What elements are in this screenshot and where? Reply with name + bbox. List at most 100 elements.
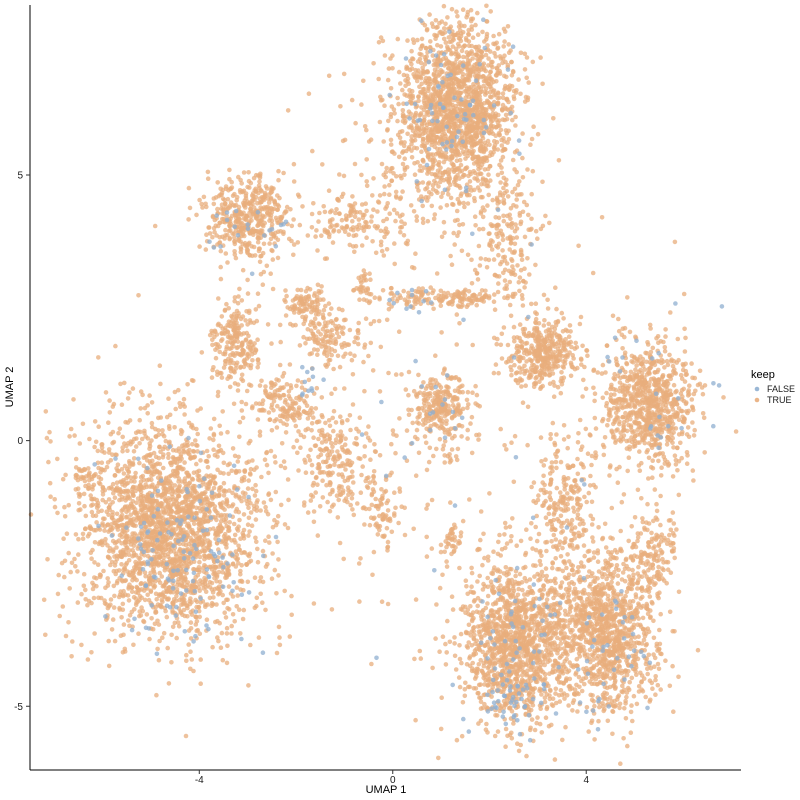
data-point [172, 425, 177, 430]
data-point [400, 87, 405, 93]
data-point [236, 607, 242, 612]
data-point [454, 9, 459, 14]
data-point [482, 157, 488, 162]
data-point [206, 553, 212, 558]
data-point [483, 92, 488, 97]
data-point [502, 73, 507, 79]
data-point [259, 189, 265, 194]
data-point [266, 470, 271, 476]
data-point [189, 600, 194, 605]
data-point [45, 557, 50, 562]
data-point [180, 564, 185, 569]
data-point [476, 243, 482, 249]
data-point [131, 536, 137, 541]
data-point [305, 233, 311, 238]
data-point [253, 539, 259, 545]
data-point [396, 154, 402, 160]
data-point [238, 568, 243, 574]
data-point [238, 221, 244, 227]
data-point [444, 203, 450, 208]
data-point [474, 176, 480, 181]
data-point [215, 454, 220, 459]
data-point [397, 214, 403, 219]
data-point [431, 288, 436, 293]
data-point [55, 591, 61, 597]
data-point [255, 559, 261, 565]
data-point [533, 228, 539, 234]
data-point [202, 512, 207, 517]
data-point [461, 200, 467, 206]
data-point [93, 471, 98, 477]
data-point [524, 55, 530, 60]
data-point [188, 649, 193, 654]
data-point [253, 488, 259, 494]
data-point [547, 220, 552, 226]
data-point [161, 465, 166, 471]
data-point [140, 392, 145, 398]
data-point [421, 71, 426, 77]
data-point [413, 251, 418, 256]
data-point [253, 186, 258, 192]
data-point [426, 180, 432, 186]
data-point [155, 475, 161, 481]
data-point [102, 528, 107, 533]
data-point [162, 493, 168, 498]
data-point [458, 91, 463, 96]
data-point [166, 424, 172, 429]
data-point [134, 500, 139, 506]
data-point [377, 193, 383, 198]
data-point [89, 600, 94, 606]
data-point [52, 504, 58, 510]
data-point [420, 157, 426, 163]
data-point [453, 142, 459, 148]
data-point [497, 132, 502, 137]
data-point [94, 520, 99, 525]
data-point [205, 176, 211, 181]
data-point [127, 517, 133, 522]
data-point [197, 197, 202, 203]
data-point [492, 41, 498, 47]
data-point [399, 129, 405, 134]
data-point [373, 250, 379, 256]
data-point [142, 516, 147, 522]
data-point [236, 543, 241, 549]
data-point [510, 157, 516, 163]
data-point [517, 275, 523, 280]
data-point [371, 61, 376, 66]
data-point [149, 616, 154, 621]
data-point [158, 546, 163, 552]
data-point [543, 213, 548, 219]
data-point [230, 561, 236, 566]
data-point [223, 227, 228, 233]
data-point [514, 197, 519, 202]
data-point [85, 602, 90, 608]
data-point [182, 460, 187, 465]
data-point [352, 249, 357, 255]
data-point [459, 48, 465, 54]
data-point [197, 567, 202, 573]
data-point [470, 56, 476, 61]
data-point [538, 55, 543, 60]
data-point [414, 218, 420, 223]
data-point [129, 478, 134, 484]
data-point [393, 189, 399, 195]
data-point [110, 404, 116, 409]
data-point [451, 162, 456, 167]
data-point [438, 152, 444, 158]
data-point [106, 447, 112, 452]
data-point [179, 489, 185, 495]
data-point [178, 527, 184, 533]
data-point [150, 458, 155, 464]
data-point [167, 412, 173, 418]
data-point [106, 420, 111, 426]
data-point [502, 39, 507, 44]
data-point [196, 468, 202, 474]
data-point [258, 253, 263, 259]
data-point [73, 564, 78, 569]
data-point [285, 477, 291, 482]
data-point [388, 142, 394, 147]
data-point [448, 253, 453, 259]
data-point [126, 468, 131, 474]
data-point [488, 81, 494, 86]
data-point [124, 504, 130, 509]
